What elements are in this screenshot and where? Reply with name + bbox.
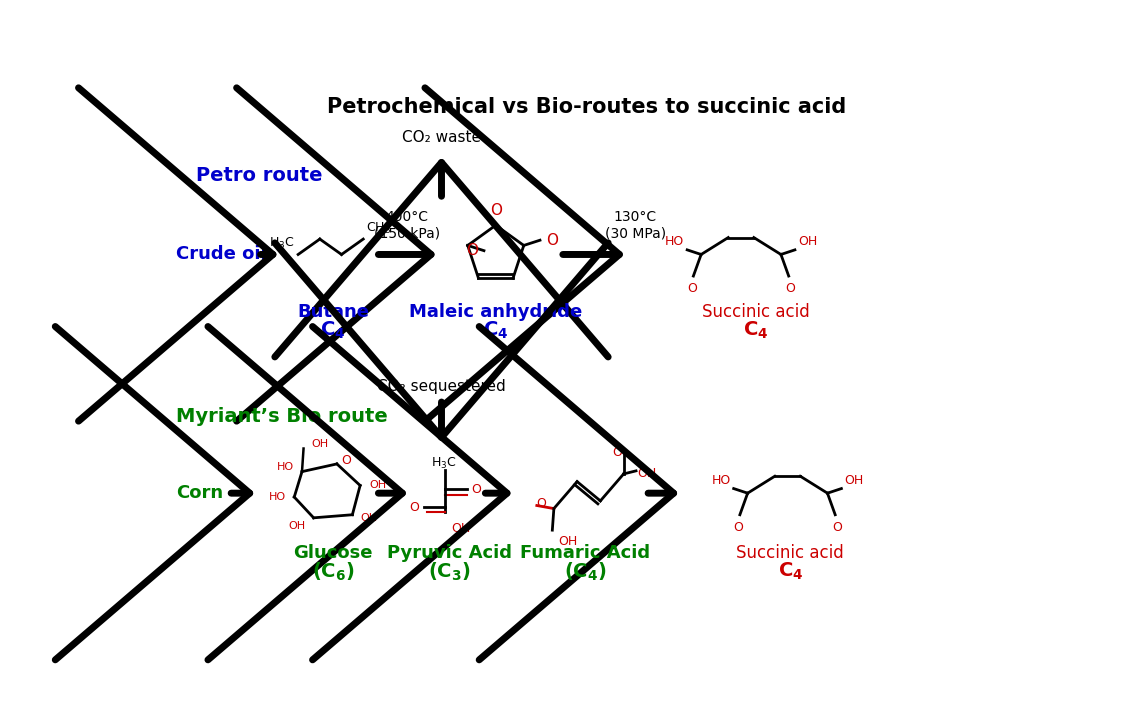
Text: $\mathregular{H_3C}$: $\mathregular{H_3C}$	[269, 236, 295, 252]
Text: Petro route: Petro route	[196, 167, 323, 186]
Text: Fumaric Acid: Fumaric Acid	[520, 545, 650, 562]
Text: OH: OH	[289, 520, 306, 530]
Text: O: O	[490, 203, 502, 218]
Text: OH: OH	[638, 467, 657, 481]
Text: Petrochemical vs Bio-routes to succinic acid: Petrochemical vs Bio-routes to succinic …	[326, 96, 846, 117]
Text: O: O	[785, 282, 795, 295]
Text: $\mathregular{(C_6)}$: $\mathregular{(C_6)}$	[311, 561, 354, 583]
Text: CO₂ sequestered: CO₂ sequestered	[377, 379, 506, 394]
Text: HO: HO	[277, 462, 294, 472]
Text: Maleic anhydride: Maleic anhydride	[409, 303, 583, 321]
Text: Crude oil: Crude oil	[175, 245, 267, 264]
Text: $\mathregular{(C_4)}$: $\mathregular{(C_4)}$	[563, 561, 606, 583]
Text: OH: OH	[845, 474, 863, 487]
Text: Succinic acid: Succinic acid	[736, 545, 844, 562]
Text: O: O	[536, 498, 546, 510]
Text: O: O	[341, 454, 352, 467]
Text: OH: OH	[361, 513, 377, 523]
Text: $\mathregular{CH_3}$: $\mathregular{CH_3}$	[366, 221, 392, 236]
Text: OH: OH	[370, 481, 387, 491]
Text: $\mathregular{C_4}$: $\mathregular{C_4}$	[483, 320, 508, 341]
Text: HO: HO	[269, 492, 286, 502]
Text: $\mathregular{H_3C}$: $\mathregular{H_3C}$	[432, 457, 457, 471]
Text: 400°C
(150 kPa): 400°C (150 kPa)	[373, 210, 440, 240]
Text: $\mathregular{C_4}$: $\mathregular{C_4}$	[321, 320, 346, 341]
Text: Pyruvic Acid: Pyruvic Acid	[387, 545, 512, 562]
Text: O: O	[466, 243, 477, 258]
Text: Succinic acid: Succinic acid	[702, 303, 810, 321]
Text: Butane: Butane	[297, 303, 369, 321]
Text: OH: OH	[798, 235, 818, 248]
Text: OH: OH	[311, 439, 329, 449]
Text: O: O	[546, 233, 558, 247]
Text: $\mathregular{(C_3)}$: $\mathregular{(C_3)}$	[428, 561, 471, 583]
Text: O: O	[613, 446, 622, 459]
Text: Glucose: Glucose	[293, 545, 373, 562]
Text: O: O	[734, 521, 743, 534]
Text: O: O	[831, 521, 842, 534]
Text: 130°C
(30 MPa): 130°C (30 MPa)	[605, 210, 665, 240]
Text: O: O	[687, 282, 697, 295]
Text: HO: HO	[711, 474, 731, 487]
Text: Corn: Corn	[175, 484, 223, 502]
Text: O: O	[472, 483, 482, 496]
Text: $\mathregular{C_4}$: $\mathregular{C_4}$	[743, 320, 768, 341]
Text: HO: HO	[665, 235, 684, 248]
Text: OH: OH	[559, 535, 578, 548]
Text: Myriant’s Bio route: Myriant’s Bio route	[175, 407, 387, 425]
Text: CO₂ waste: CO₂ waste	[402, 130, 481, 145]
Text: $\mathregular{C_4}$: $\mathregular{C_4}$	[777, 561, 803, 582]
Text: O: O	[409, 501, 419, 513]
Text: OH: OH	[451, 523, 471, 535]
